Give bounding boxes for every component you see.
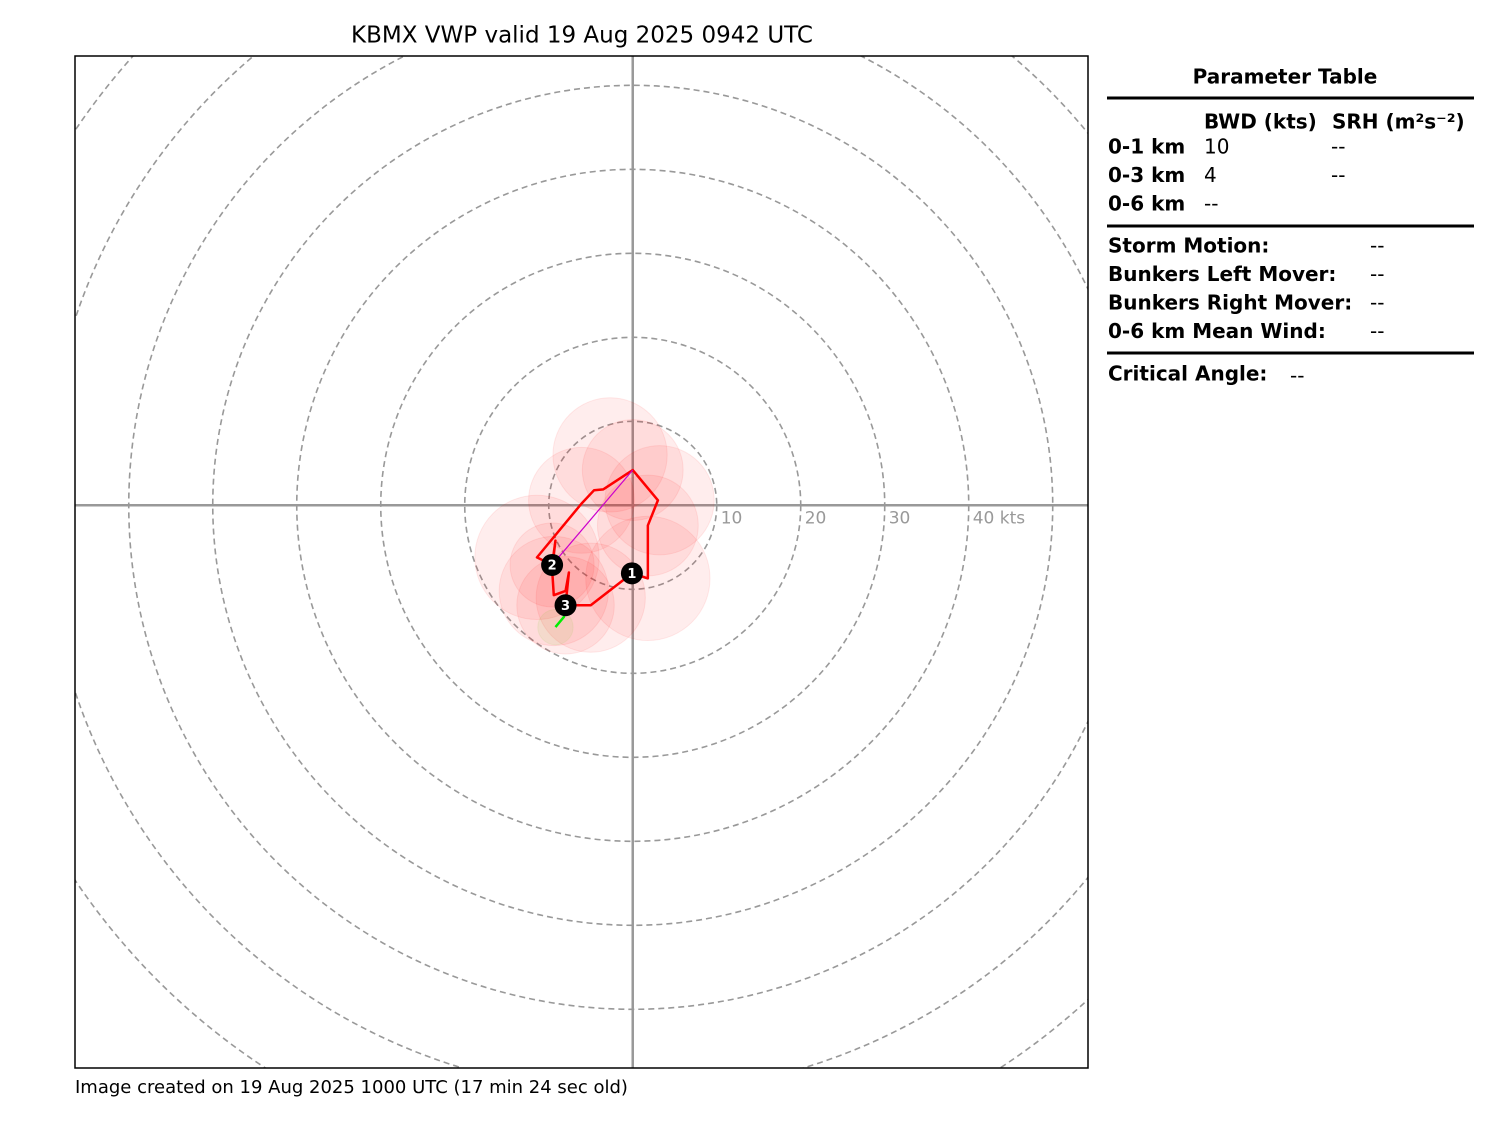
table-text: BWD (kts) bbox=[1204, 110, 1317, 134]
shear-vector bbox=[551, 469, 634, 566]
footer: Image created on 19 Aug 2025 1000 UTC (1… bbox=[75, 1077, 628, 1098]
plot-area: 10 20 30 40 kts 1 2 3 bbox=[75, 56, 1088, 1068]
table-text: -- bbox=[1370, 319, 1384, 343]
table-text: 0-6 km bbox=[1108, 192, 1185, 216]
height-marker-label: 3 bbox=[561, 599, 570, 614]
ring-label: 10 bbox=[721, 508, 743, 528]
height-marker bbox=[541, 553, 564, 576]
height-marker bbox=[620, 562, 643, 585]
table-text: -- bbox=[1370, 262, 1384, 286]
table-text: Critical Angle: bbox=[1108, 362, 1267, 386]
ring-label: 40 kts bbox=[973, 508, 1026, 528]
table-text: -- bbox=[1204, 192, 1218, 216]
plot-frame bbox=[74, 55, 1089, 1069]
table-text: 10 bbox=[1204, 135, 1229, 159]
table-text: -- bbox=[1331, 135, 1345, 159]
table-text: -- bbox=[1290, 364, 1304, 388]
table-text: Bunkers Left Mover: bbox=[1108, 262, 1336, 286]
height-marker-label: 2 bbox=[548, 558, 557, 573]
table-text: -- bbox=[1331, 163, 1345, 187]
uncertainty-circle bbox=[604, 445, 715, 556]
ring-label: 30 bbox=[889, 508, 911, 528]
chart-title: KBMX VWP valid 19 Aug 2025 0942 UTC bbox=[351, 23, 813, 49]
table-text: 0-3 km bbox=[1108, 163, 1185, 187]
uncertainty-circle bbox=[552, 397, 668, 513]
uncertainty-circle bbox=[535, 542, 646, 653]
height-marker bbox=[554, 594, 577, 617]
ring-label: 20 bbox=[805, 508, 827, 528]
height-marker-label: 1 bbox=[627, 567, 636, 582]
table-text: Bunkers Right Mover: bbox=[1108, 291, 1352, 315]
hodograph-line bbox=[535, 468, 660, 607]
table-text: Storm Motion: bbox=[1108, 234, 1269, 258]
table-text: -- bbox=[1370, 291, 1384, 315]
parameter-table: Parameter Table BWD (kts) SRH (m²s⁻²) 0-1 k… bbox=[1107, 65, 1474, 388]
table-text: SRH (m²s⁻²) bbox=[1332, 110, 1465, 134]
table-text: Parameter Table bbox=[1193, 65, 1378, 89]
table-text: -- bbox=[1370, 234, 1384, 258]
table-text: 0-1 km bbox=[1108, 135, 1185, 159]
table-text: 0-6 km Mean Wind: bbox=[1108, 319, 1326, 343]
table-text: 4 bbox=[1204, 163, 1217, 187]
uncertainty-circle bbox=[528, 446, 635, 554]
